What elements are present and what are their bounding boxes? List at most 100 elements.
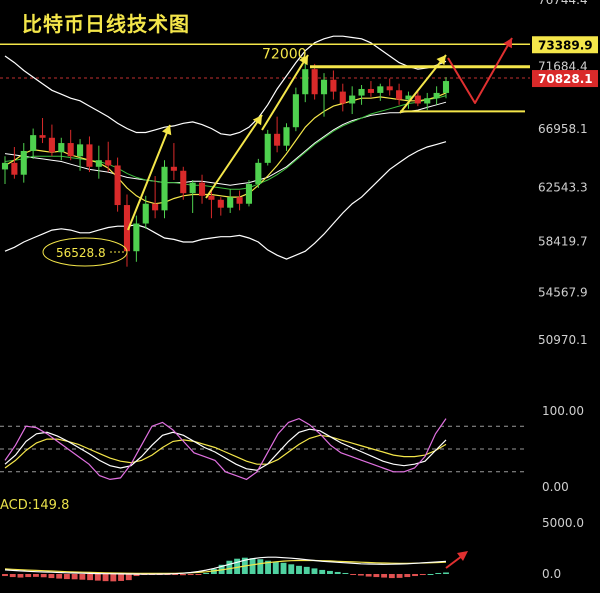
macd-histogram-bar — [79, 574, 86, 580]
arrow-head — [457, 551, 468, 561]
candle — [48, 124, 55, 157]
macd-histogram-bar — [342, 572, 349, 574]
candle — [152, 176, 159, 219]
candle — [30, 128, 37, 159]
macd-histogram-bar — [327, 570, 333, 574]
candle — [442, 77, 450, 99]
bollinger-middle-line — [4, 101, 447, 186]
candle — [11, 147, 18, 179]
arrow-head — [162, 125, 172, 136]
arrow-head — [252, 115, 262, 126]
macd-tick-label: 5000.0 — [542, 516, 584, 530]
macd-histogram-bar — [334, 571, 341, 574]
macd-histogram-bar — [280, 562, 287, 574]
candle — [283, 123, 290, 151]
price-tick-label: 62543.3 — [538, 180, 588, 194]
oscillator-panel: 100.00 0.00 — [0, 404, 584, 494]
candlesticks — [1, 62, 450, 267]
arrow-path — [447, 37, 513, 104]
candle — [339, 83, 346, 112]
candle-body — [424, 98, 431, 104]
macd-panel: 5000.0 0.0 — [2, 516, 584, 582]
support-resistance-lines — [0, 43, 530, 113]
candle-body — [255, 162, 262, 184]
candle — [227, 189, 234, 213]
yellow-trend-arrow-4 — [399, 54, 447, 114]
moving-average-long — [4, 95, 447, 190]
moving-average-short — [4, 92, 447, 205]
candle-body — [77, 144, 84, 157]
candle — [133, 215, 140, 262]
arrow-path — [261, 54, 309, 131]
candle-body — [39, 135, 46, 138]
candle-body — [20, 150, 27, 175]
candle — [217, 197, 224, 216]
candle — [86, 136, 93, 173]
macd-histogram-bar — [288, 564, 295, 574]
arrow-path — [399, 54, 447, 114]
candle-body — [1, 162, 9, 170]
price-tick-label: 76744.4 — [538, 0, 588, 7]
macd-histogram-bar — [203, 572, 210, 574]
candle — [405, 91, 412, 109]
macd-histogram-bar — [71, 574, 78, 580]
candle — [161, 160, 168, 219]
candle-body — [86, 144, 93, 167]
macd-histogram-bar — [180, 574, 186, 576]
candle — [58, 137, 65, 161]
candle — [39, 117, 46, 144]
candle-body — [386, 86, 393, 91]
candle — [114, 157, 121, 212]
candle — [311, 63, 318, 100]
candle-body — [198, 182, 206, 196]
macd-histogram-bar — [9, 574, 16, 578]
candle — [424, 92, 431, 111]
candle — [1, 156, 9, 184]
candle — [302, 62, 309, 103]
trend-annotations: 72000 56528.8 — [42, 37, 513, 267]
candle-body — [396, 90, 403, 100]
candle — [367, 81, 374, 97]
macd-histogram-bar — [133, 574, 140, 577]
candle — [123, 194, 131, 267]
macd-histogram-bar — [388, 574, 395, 579]
red-forecast-arrow — [447, 37, 513, 104]
macd-histogram-bar — [63, 574, 70, 580]
macd-histogram-bar — [443, 572, 449, 574]
oscillator-tick-label: 0.00 — [542, 480, 569, 494]
low-annotation-ellipse — [42, 237, 128, 267]
price-tick-label: 50970.1 — [538, 333, 588, 347]
yellow-trend-arrow-3 — [261, 54, 309, 131]
oscillator-tick-label: 100.00 — [542, 404, 584, 418]
candle — [20, 143, 27, 183]
macd-histogram-bar — [373, 574, 380, 578]
candle — [274, 116, 281, 153]
candle-body — [405, 95, 412, 100]
candle-body — [433, 92, 440, 99]
macd-histogram-bar — [25, 574, 32, 578]
arrow-path — [127, 124, 171, 231]
chart-title: 比特币日线技术图 — [22, 12, 190, 36]
candle-body — [330, 79, 337, 92]
candle — [236, 190, 243, 211]
candle-body — [358, 88, 365, 96]
macd-histogram-bar — [226, 560, 233, 574]
macd-histogram-bar — [319, 569, 326, 574]
macd-histogram-bar — [195, 574, 202, 575]
macd-histogram-bar — [265, 560, 271, 574]
candle-body — [236, 197, 243, 204]
macd-histogram-bar — [396, 574, 403, 578]
candle-body — [367, 88, 374, 93]
macd-red-arrow — [445, 551, 468, 569]
macd-histogram-bar — [412, 574, 418, 577]
candle-body — [339, 91, 346, 104]
high-annotation-label: 72000 — [262, 47, 307, 63]
macd-histogram-bar — [48, 574, 55, 579]
macd-dea-line — [4, 559, 447, 575]
candle — [208, 189, 215, 219]
macd-histogram-bar — [40, 574, 47, 578]
macd-histogram-bar — [2, 574, 8, 577]
candle-body — [320, 79, 328, 95]
candle-body — [217, 199, 224, 208]
